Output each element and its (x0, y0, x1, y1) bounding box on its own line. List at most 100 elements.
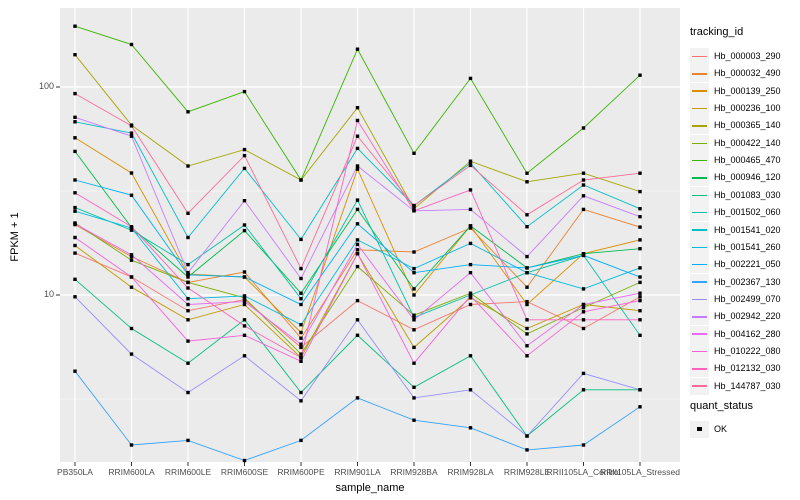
data-point (412, 328, 416, 332)
data-point (581, 443, 586, 447)
data-point (242, 318, 247, 322)
x-tick-label-RRIM600SE: RRIM600SE (220, 467, 269, 477)
data-point (638, 309, 642, 313)
x-tick-label-RRIM928LA: RRIM928LA (447, 467, 494, 477)
data-point (242, 166, 247, 171)
x-tick-label-RRIM600PE: RRIM600PE (277, 467, 325, 477)
data-point (412, 271, 416, 275)
data-point (129, 285, 134, 289)
data-point (129, 171, 134, 175)
data-point (468, 226, 473, 230)
data-point (242, 324, 247, 328)
data-point (73, 295, 77, 299)
data-point (299, 266, 303, 271)
x-tick-label-RRIM600LE: RRIM600LE (164, 467, 212, 477)
data-point (638, 266, 642, 270)
data-point (129, 258, 134, 262)
data-point (525, 448, 529, 452)
data-point (581, 287, 586, 291)
data-point (355, 264, 360, 269)
data-point (73, 149, 77, 154)
data-point (412, 315, 416, 320)
data-point (468, 426, 473, 430)
data-point (525, 271, 529, 275)
data-point (129, 42, 134, 47)
x-tick-label-RRII105LA_Control: RRII105LA_Control (546, 467, 621, 477)
data-point (581, 388, 586, 392)
data-point (581, 183, 586, 187)
data-point (525, 213, 529, 217)
x-tick-label-RRIM928LE: RRIM928LE (503, 467, 551, 477)
data-point (638, 291, 642, 295)
data-point (355, 164, 360, 168)
data-point (412, 287, 416, 291)
data-point (638, 238, 642, 242)
x-tick-label-PB350LA: PB350LA (57, 467, 93, 477)
data-point (581, 310, 586, 314)
data-point (242, 294, 247, 298)
data-point (186, 271, 190, 275)
data-point (186, 286, 190, 290)
data-point (73, 277, 77, 281)
data-point (355, 118, 360, 123)
data-point (73, 251, 77, 255)
data-point (186, 302, 190, 307)
data-point (242, 354, 247, 358)
data-point (638, 388, 642, 392)
data-point (299, 345, 303, 350)
data-point (186, 309, 190, 313)
data-point (73, 120, 77, 124)
data-point (299, 276, 303, 281)
data-point (581, 326, 586, 331)
data-point (299, 178, 303, 182)
data-point (242, 297, 247, 302)
data-point (525, 354, 529, 358)
data-point (186, 438, 190, 443)
data-point (525, 254, 529, 259)
data-point (355, 106, 360, 110)
data-point (525, 299, 529, 304)
data-point (242, 89, 247, 94)
data-point (355, 252, 360, 256)
data-point (299, 237, 303, 242)
data-point (299, 399, 303, 403)
data-point (186, 275, 190, 279)
data-point (525, 326, 529, 331)
data-point (468, 76, 473, 81)
data-point (468, 161, 473, 165)
data-point (186, 339, 190, 343)
y-tick-label-100: 100 (38, 81, 54, 91)
y-tick-label-10: 10 (43, 289, 54, 299)
data-point (638, 280, 642, 285)
data-point (355, 298, 360, 303)
data-point (525, 180, 529, 184)
data-point (299, 352, 303, 356)
data-point (355, 396, 360, 400)
data-point (355, 242, 360, 247)
data-point (299, 336, 303, 340)
data-point (355, 47, 360, 51)
x-axis-title: sample_name (335, 482, 405, 494)
data-point (412, 385, 416, 389)
data-point (299, 355, 303, 360)
data-point (412, 418, 416, 422)
data-point (299, 359, 303, 363)
data-point (468, 296, 473, 300)
data-point (581, 126, 586, 130)
data-point (468, 163, 473, 168)
data-point (355, 222, 360, 226)
data-point (412, 151, 416, 155)
data-point (186, 390, 190, 395)
data-point (581, 318, 586, 322)
data-point (581, 253, 586, 258)
data-point (525, 285, 529, 289)
data-point (186, 318, 190, 322)
data-point (73, 24, 77, 28)
data-point (525, 344, 529, 348)
data-point (412, 361, 416, 365)
data-point (299, 297, 303, 301)
data-point (638, 295, 642, 299)
data-point (129, 352, 134, 356)
data-point (299, 438, 303, 443)
